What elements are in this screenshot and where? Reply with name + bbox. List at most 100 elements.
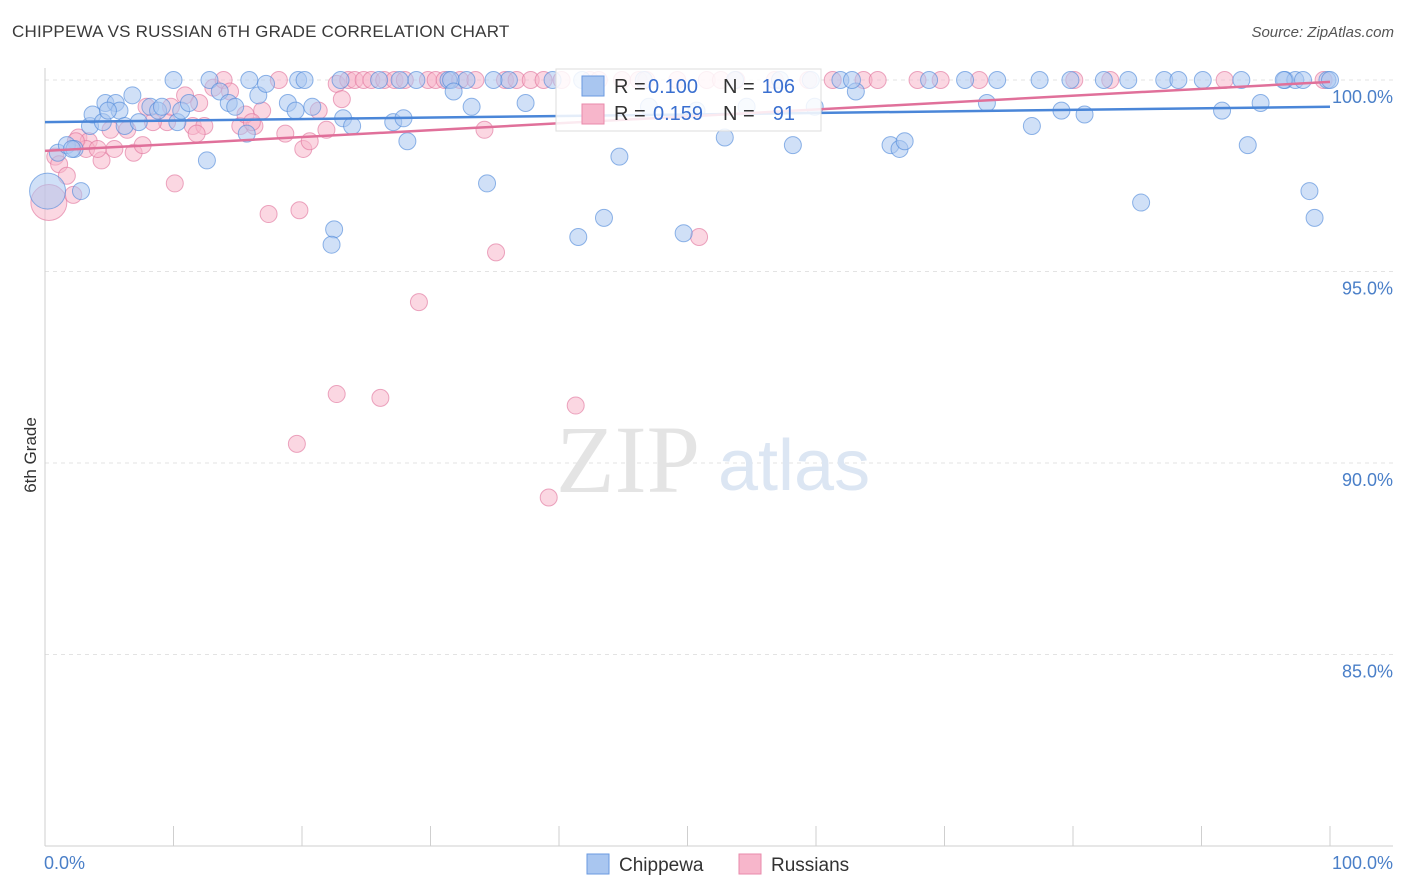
point-chippewa-104 (29, 172, 67, 210)
point-chippewa-40 (407, 71, 426, 89)
point-chippewa-70 (920, 71, 939, 89)
point-chippewa-26 (257, 74, 276, 93)
legend-n-label-1: N = (723, 76, 755, 98)
legend-r-label-1: R = (614, 76, 646, 98)
point-chippewa-97 (98, 101, 117, 120)
point-russians-80 (371, 388, 390, 407)
watermark: ZIP atlas (556, 406, 870, 513)
y-tick-label-2: 95.0% (1342, 279, 1393, 299)
point-chippewa-46 (478, 174, 497, 193)
point-chippewa-43 (444, 82, 463, 101)
legend-r-label-2: R = (614, 103, 646, 125)
bottom-legend: Chippewa Russians (586, 853, 849, 876)
legend-swatch-russians (581, 103, 605, 125)
point-russians-16 (165, 174, 184, 193)
x-tick-label-max: 100.0% (1332, 853, 1393, 873)
point-russians-82 (566, 396, 585, 415)
point-russians-77 (1215, 71, 1234, 89)
point-russians-3 (57, 166, 76, 185)
point-chippewa-33 (331, 71, 350, 89)
point-chippewa-18 (179, 93, 198, 112)
point-chippewa-39 (398, 132, 417, 151)
point-chippewa-84 (1193, 71, 1212, 89)
point-chippewa-62 (783, 136, 802, 155)
point-russians-29 (276, 124, 295, 143)
bottom-legend-label-russians: Russians (771, 855, 849, 876)
point-chippewa-87 (1238, 136, 1257, 155)
point-russians-79 (327, 385, 346, 404)
y-axis-title: 6th Grade (21, 417, 40, 493)
point-chippewa-79 (1094, 71, 1113, 89)
chart-title: CHIPPEWA VS RUSSIAN 6TH GRADE CORRELATIO… (12, 22, 510, 41)
point-chippewa-74 (1030, 71, 1049, 89)
point-chippewa-95 (1321, 71, 1339, 89)
point-russians-83 (539, 488, 558, 507)
point-chippewa-35 (343, 116, 362, 135)
point-russians-50 (475, 120, 494, 139)
top-legend: R = 0.100 N = 106 R = 0.159 N = 91 (555, 68, 822, 132)
axes (44, 68, 1393, 847)
point-chippewa-98 (152, 97, 171, 116)
y-tick-label-3: 100.0% (1332, 87, 1393, 107)
point-chippewa-102 (484, 71, 503, 89)
y-tick-label-0: 85.0% (1342, 662, 1393, 682)
x-tick-label-min: 0.0% (44, 853, 85, 873)
legend-swatch-chippewa (581, 75, 605, 97)
point-chippewa-100 (303, 97, 322, 116)
point-chippewa-101 (390, 71, 409, 89)
point-chippewa-36 (370, 71, 389, 89)
point-chippewa-72 (988, 71, 1007, 89)
point-russians-27 (259, 205, 278, 224)
legend-n-label-2: N = (723, 103, 755, 125)
point-chippewa-31 (325, 220, 344, 239)
point-russians-10 (105, 139, 124, 158)
grid-lines (45, 79, 1393, 655)
point-chippewa-23 (240, 71, 259, 89)
legend-r-value-1: 0.100 (648, 76, 698, 98)
point-chippewa-78 (1061, 71, 1080, 89)
point-chippewa-53 (610, 147, 629, 166)
point-russians-71 (868, 71, 887, 89)
point-russians-36 (332, 90, 351, 109)
point-chippewa-30 (286, 101, 305, 120)
point-chippewa-45 (462, 97, 481, 116)
point-chippewa-56 (674, 224, 693, 243)
point-chippewa-52 (594, 208, 613, 227)
watermark-atlas: atlas (718, 426, 870, 506)
point-chippewa-91 (1294, 71, 1313, 89)
point-chippewa-83 (1169, 71, 1188, 89)
y-tick-label-1: 90.0% (1342, 470, 1393, 490)
bottom-legend-label-chippewa: Chippewa (619, 855, 704, 876)
y-tick-labels: 85.0% 90.0% 95.0% 100.0% (1332, 87, 1393, 682)
point-chippewa-69 (895, 132, 914, 151)
point-chippewa-86 (1232, 71, 1251, 89)
point-chippewa-32 (322, 235, 341, 254)
bottom-legend-swatch-russians (738, 853, 762, 875)
point-russians-51 (487, 243, 506, 262)
point-chippewa-15 (164, 71, 183, 89)
point-russians-34 (317, 120, 336, 139)
point-chippewa-24 (237, 124, 256, 143)
point-chippewa-73 (977, 93, 996, 112)
legend-n-value-1: 106 (762, 76, 795, 98)
point-chippewa-92 (1300, 182, 1319, 201)
point-chippewa-81 (1132, 193, 1151, 212)
point-chippewa-47 (499, 71, 518, 89)
source-credit: Source: ZipAtlas.com (1251, 24, 1394, 41)
legend-n-value-2: 91 (773, 103, 795, 125)
point-chippewa-48 (516, 93, 535, 112)
point-chippewa-29 (295, 71, 314, 89)
point-russians-30 (290, 201, 309, 220)
point-chippewa-20 (197, 151, 216, 170)
point-chippewa-93 (1305, 208, 1324, 227)
point-chippewa-50 (569, 228, 588, 247)
legend-r-value-2: 0.159 (653, 103, 703, 125)
point-chippewa-3 (71, 182, 90, 201)
point-chippewa-44 (457, 71, 476, 89)
watermark-zip: ZIP (556, 406, 700, 513)
point-russians-88 (187, 124, 206, 143)
point-chippewa-99 (226, 97, 245, 116)
point-chippewa-103 (842, 71, 861, 89)
bottom-legend-swatch-chippewa (586, 853, 610, 875)
